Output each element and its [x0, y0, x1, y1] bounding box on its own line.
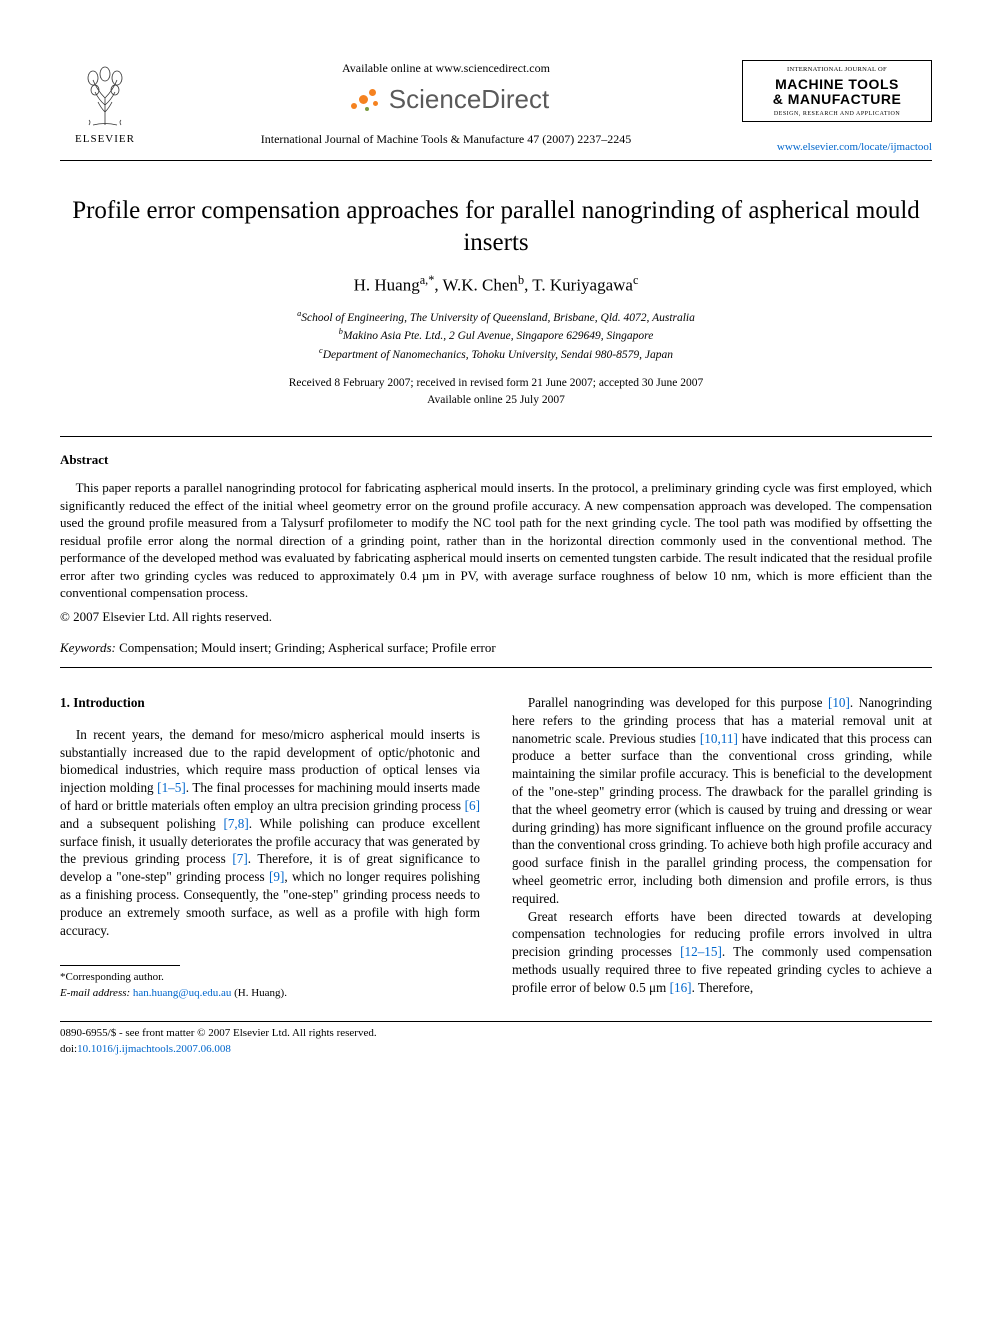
body-columns: 1. Introduction In recent years, the dem…	[60, 694, 932, 1001]
author-3-affil: c	[633, 273, 638, 287]
email-attribution: (H. Huang).	[231, 987, 287, 999]
right-paragraph-2: Great research efforts have been directe…	[512, 908, 932, 997]
author-email[interactable]: han.huang@uq.edu.au	[133, 987, 231, 999]
keywords-label: Keywords:	[60, 640, 116, 655]
journal-subtitle: DESIGN, RESEARCH AND APPLICATION	[747, 110, 927, 118]
footnote-rule	[60, 965, 180, 966]
journal-url: www.elsevier.com/locate/ijmactool	[742, 140, 932, 155]
affiliation-b: Makino Asia Pte. Ltd., 2 Gul Avenue, Sin…	[343, 330, 653, 342]
elsevier-logo-block: ELSEVIER	[60, 60, 150, 147]
header-rule	[60, 160, 932, 161]
front-matter: 0890-6955/$ - see front matter © 2007 El…	[60, 1026, 932, 1041]
author-1: H. Huang	[354, 276, 420, 295]
ref-12-15[interactable]: [12–15]	[680, 944, 722, 959]
journal-intl-label: INTERNATIONAL JOURNAL OF	[747, 66, 927, 75]
section-1-heading: 1. Introduction	[60, 694, 480, 712]
corresponding-author: *Corresponding author.	[60, 970, 480, 985]
ref-9[interactable]: [9]	[269, 869, 284, 884]
right-column: Parallel nanogrinding was developed for …	[512, 694, 932, 1001]
bottom-meta: 0890-6955/$ - see front matter © 2007 El…	[60, 1026, 932, 1057]
intro-paragraph-1: In recent years, the demand for meso/mic…	[60, 726, 480, 940]
bottom-rule	[60, 1021, 932, 1022]
sciencedirect-logo: ScienceDirect	[160, 82, 732, 117]
doi-link[interactable]: 10.1016/j.ijmachtools.2007.06.008	[77, 1043, 231, 1055]
authors-line: H. Huanga,*, W.K. Chenb, T. Kuriyagawac	[60, 272, 932, 298]
abstract-text: This paper reports a parallel nanogrindi…	[60, 479, 932, 602]
author-2: , W.K. Chen	[434, 276, 518, 295]
author-1-affil: a,	[420, 273, 429, 287]
online-date: Available online 25 July 2007	[60, 392, 932, 409]
sciencedirect-text: ScienceDirect	[389, 82, 549, 117]
copyright-line: © 2007 Elsevier Ltd. All rights reserved…	[60, 608, 932, 626]
journal-title-box: INTERNATIONAL JOURNAL OF MACHINE TOOLS &…	[742, 60, 932, 154]
elsevier-label: ELSEVIER	[75, 132, 135, 147]
ref-10[interactable]: [10]	[828, 695, 850, 710]
journal-name-1: MACHINE TOOLS	[775, 76, 899, 92]
received-date: Received 8 February 2007; received in re…	[60, 375, 932, 392]
affiliation-a: School of Engineering, The University of…	[301, 311, 695, 323]
sciencedirect-dots-icon	[343, 85, 383, 115]
author-3: , T. Kuriyagawa	[524, 276, 633, 295]
email-label: E-mail address:	[60, 987, 130, 999]
keywords-line: Keywords: Compensation; Mould insert; Gr…	[60, 639, 932, 657]
journal-name-2: MANUFACTURE	[788, 91, 902, 107]
affiliation-c: Department of Nanomechanics, Tohoku Univ…	[323, 348, 673, 360]
article-title: Profile error compensation approaches fo…	[60, 195, 932, 258]
journal-name-amp: &	[773, 91, 784, 107]
footnote-block: *Corresponding author. E-mail address: h…	[60, 970, 480, 1001]
keywords-text: Compensation; Mould insert; Grinding; As…	[116, 640, 496, 655]
abstract-heading: Abstract	[60, 451, 932, 469]
journal-reference: International Journal of Machine Tools &…	[160, 131, 732, 147]
abstract-body: This paper reports a parallel nanogrindi…	[60, 479, 932, 602]
left-column: 1. Introduction In recent years, the dem…	[60, 694, 480, 1001]
abstract-bottom-rule	[60, 667, 932, 668]
page-header: ELSEVIER Available online at www.science…	[60, 60, 932, 154]
doi-label: doi:	[60, 1043, 77, 1055]
ref-7-8[interactable]: [7,8]	[223, 816, 248, 831]
article-dates: Received 8 February 2007; received in re…	[60, 375, 932, 408]
available-online-text: Available online at www.sciencedirect.co…	[160, 60, 732, 76]
ref-10-11[interactable]: [10,11]	[700, 731, 738, 746]
ref-16[interactable]: [16]	[670, 980, 692, 995]
journal-link[interactable]: www.elsevier.com/locate/ijmactool	[777, 141, 932, 153]
ref-1-5[interactable]: [1–5]	[157, 780, 186, 795]
affiliations: aSchool of Engineering, The University o…	[60, 308, 932, 364]
header-center: Available online at www.sciencedirect.co…	[150, 60, 742, 147]
elsevier-tree-icon	[75, 60, 135, 130]
right-paragraph-1: Parallel nanogrinding was developed for …	[512, 694, 932, 908]
ref-7[interactable]: [7]	[232, 851, 247, 866]
ref-6[interactable]: [6]	[465, 798, 480, 813]
